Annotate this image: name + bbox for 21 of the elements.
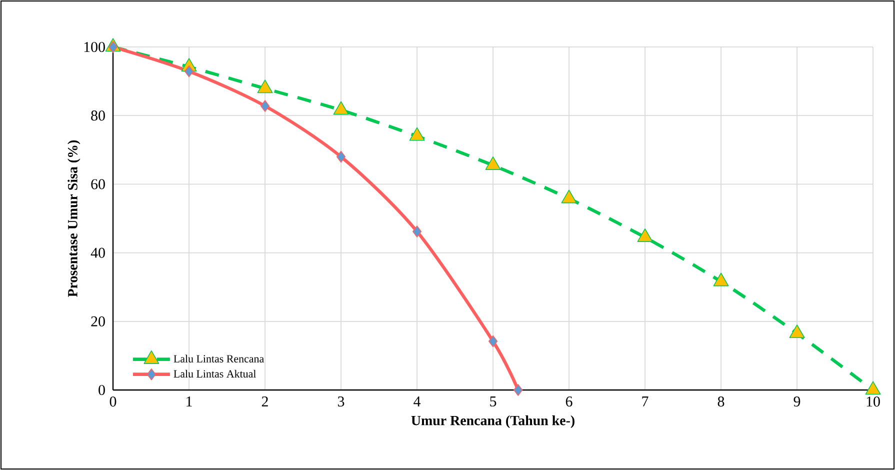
legend-label: Lalu Lintas Aktual	[174, 370, 256, 378]
x-tick-label: 9	[794, 396, 800, 407]
y-tick-label: 60	[91, 179, 105, 190]
y-tick-label: 80	[91, 110, 105, 121]
x-tick-label: 5	[490, 396, 496, 406]
x-tick-label: 6	[566, 396, 572, 407]
y-tick-label: 20	[91, 316, 105, 326]
x-tick-label: 7	[642, 396, 648, 406]
y-tick-label: 100	[84, 42, 105, 52]
y-tick-label: 0	[98, 384, 105, 396]
x-tick-label: 10	[866, 396, 880, 407]
x-tick-label: 8	[718, 396, 724, 407]
x-tick-label: 1	[186, 396, 192, 406]
x-tick-label: 3	[338, 396, 344, 407]
x-tick-label: 0	[110, 396, 116, 407]
x-tick-label: 4	[414, 396, 421, 406]
y-axis-title: Prosentase Umur Sisa (%)	[68, 140, 80, 297]
legend-label: Lalu Lintas Rencana	[174, 354, 264, 362]
x-axis-title: Umur Rencana (Tahun ke-)	[411, 415, 574, 428]
x-tick-label: 2	[262, 396, 268, 406]
y-tick-label: 40	[90, 248, 105, 258]
